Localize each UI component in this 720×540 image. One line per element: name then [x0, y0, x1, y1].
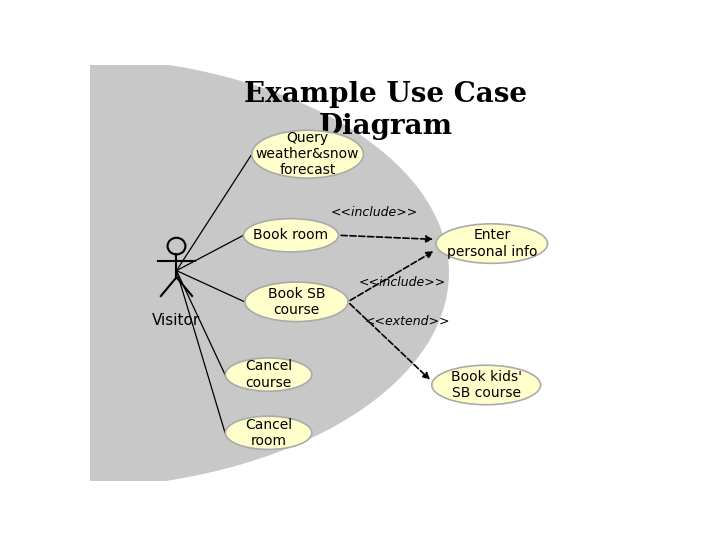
Text: Book room: Book room [253, 228, 328, 242]
Ellipse shape [225, 416, 312, 449]
Ellipse shape [252, 130, 364, 178]
Ellipse shape [225, 358, 312, 391]
Ellipse shape [432, 365, 541, 404]
Text: Cancel
room: Cancel room [245, 417, 292, 448]
Text: Query
weather&snow
forecast: Query weather&snow forecast [256, 131, 359, 178]
Text: Enter
personal info: Enter personal info [446, 228, 537, 259]
Text: Cancel
course: Cancel course [245, 360, 292, 390]
Ellipse shape [243, 219, 338, 252]
Text: Example Use Case
Diagram: Example Use Case Diagram [244, 82, 527, 140]
Text: Book kids'
SB course: Book kids' SB course [451, 370, 522, 400]
Text: Visitor: Visitor [153, 313, 201, 328]
Text: <<extend>>: <<extend>> [364, 315, 450, 328]
Ellipse shape [0, 57, 449, 489]
Text: Book SB
course: Book SB course [268, 287, 325, 317]
Ellipse shape [436, 224, 547, 264]
Text: <<include>>: <<include>> [331, 206, 418, 219]
Ellipse shape [245, 282, 348, 321]
Text: <<include>>: <<include>> [359, 276, 446, 289]
